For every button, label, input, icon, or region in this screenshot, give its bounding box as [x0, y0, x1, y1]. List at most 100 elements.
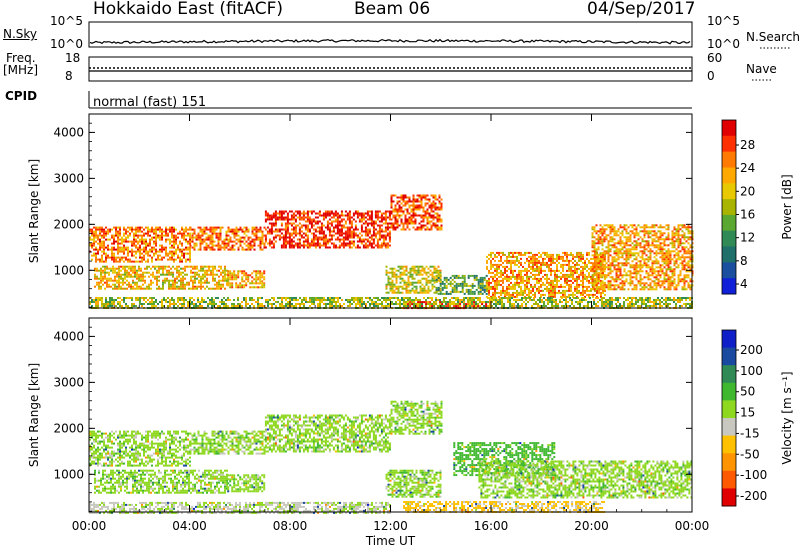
colorbar-segment	[722, 120, 736, 137]
colorbar-tick-label: 200	[740, 343, 763, 357]
colorbar-segment	[722, 400, 736, 419]
colorbar-segment	[722, 230, 736, 247]
colorbar-tick-label: -50	[740, 447, 760, 461]
y-tick-label: 2000	[53, 421, 84, 435]
velocity-panel: 4000 3000 2000 1000 00:00 04:00 08:00 12:00 16:0…	[27, 317, 794, 548]
echo-region-2	[264, 414, 391, 453]
colorbar-tick-label: 28	[740, 138, 755, 152]
nsky-label: N.Sky	[3, 27, 38, 41]
colorbar-segment	[722, 135, 736, 153]
colorbar-segment	[722, 488, 736, 507]
colorbar-tick-label: -200	[740, 489, 767, 503]
echo-region-6	[385, 265, 442, 294]
y-axis-label: Slant Range [km]	[27, 363, 41, 467]
colorbar-frame	[721, 329, 737, 507]
x-axis-label: Time UT	[365, 534, 416, 548]
colorbar-segment	[722, 183, 736, 200]
colorbar-segment	[722, 470, 736, 489]
noise-strip-frame	[88, 21, 693, 48]
nsearch-tick-low: 10^0	[707, 37, 740, 51]
echo-region-9	[591, 224, 694, 291]
freq-unit-label: [MHz]	[3, 63, 39, 77]
nave-tick-high: 60	[707, 51, 723, 65]
colorbar-tick-label: 4	[740, 277, 748, 291]
echo-region-9	[403, 501, 606, 513]
y-tick-label: 1000	[53, 467, 84, 481]
y-tick-label: 3000	[53, 375, 84, 389]
colorbar-tick-label: 20	[740, 184, 755, 198]
echo-region-0	[89, 226, 191, 263]
echo-region-7	[435, 274, 488, 295]
plot-title: Hokkaido East (fitACF)	[93, 0, 284, 19]
x-tick-label: 00:00	[675, 519, 710, 533]
colorbar-tick-label: 16	[740, 208, 755, 222]
colorbar-tick-label: 24	[740, 161, 755, 175]
cpid-value: normal (fast) 151	[93, 95, 207, 110]
noise-sky-trace	[89, 38, 691, 45]
echo-region-1	[189, 430, 266, 455]
cpid-label: CPID	[5, 89, 38, 103]
nsky-tick-low: 10^0	[50, 37, 83, 51]
colorbar-label: Velocity [m s⁻¹]	[780, 371, 794, 464]
y-tick-label: 4000	[53, 125, 84, 139]
nsearch-label: N.Search	[746, 30, 800, 44]
colorbar-tick-label: 100	[740, 364, 763, 378]
echo-region-1	[189, 226, 266, 251]
echo-region-8	[478, 460, 693, 499]
colorbar-segment	[722, 453, 736, 472]
echo-region-3	[390, 194, 443, 231]
nave-label: Nave	[746, 62, 777, 76]
colorbar-segment	[722, 167, 736, 184]
freq-tick-low: 8	[65, 69, 73, 83]
echo-region-8	[486, 251, 606, 298]
echo-region-5	[227, 270, 266, 289]
colorbar-tick-label: 8	[740, 254, 748, 268]
power-panel: 4000 3000 2000 1000 Slant Range [km] 28 24 20 16…	[27, 113, 794, 310]
x-tick-label: 20:00	[574, 519, 609, 533]
y-tick-label: 3000	[53, 171, 84, 185]
x-tick-label: 08:00	[273, 519, 308, 533]
colorbar-frame	[721, 119, 737, 295]
colorbar-segment	[722, 214, 736, 232]
echo-region-10	[89, 501, 391, 514]
colorbar-label: Power [dB]	[780, 174, 794, 239]
echo-region-0	[89, 430, 191, 467]
echo-region-4	[94, 469, 228, 494]
y-tick-label: 1000	[53, 263, 84, 277]
x-tick-label: 00:00	[72, 519, 107, 533]
date-label: 04/Sep/2017	[587, 0, 696, 19]
beam-label: Beam 06	[354, 0, 431, 19]
colorbar-segment	[722, 330, 736, 349]
nsky-tick-high: 10^5	[50, 14, 83, 28]
echo-region-2	[264, 210, 391, 249]
freq-label: Freq.	[6, 51, 36, 65]
y-tick-label: 4000	[53, 329, 84, 343]
colorbar-tick-label: -15	[740, 426, 760, 440]
colorbar-segment	[722, 382, 736, 401]
echo-region-5	[227, 474, 266, 493]
colorbar-tick-label: 15	[740, 406, 755, 420]
colorbar-segment	[722, 365, 736, 384]
colorbar-tick-label: 12	[740, 231, 755, 245]
y-axis-label: Slant Range [km]	[27, 159, 41, 263]
echo-region-4	[94, 265, 228, 290]
nsearch-tick-high: 10^5	[707, 14, 740, 28]
colorbar-segment	[722, 435, 736, 454]
colorbar-segment	[722, 151, 736, 168]
x-tick-label: 04:00	[172, 519, 207, 533]
colorbar-segment	[722, 418, 736, 437]
echo-region-6	[385, 469, 442, 498]
colorbar-segment	[722, 347, 736, 366]
colorbar-segment	[722, 199, 736, 216]
echo-region-7	[453, 442, 556, 477]
freq-strip-frame	[88, 56, 693, 82]
x-tick-label: 12:00	[373, 519, 408, 533]
colorbar-segment	[722, 262, 736, 279]
y-tick-label: 2000	[53, 217, 84, 231]
colorbar-tick-label: 50	[740, 385, 755, 399]
colorbar-segment	[722, 278, 736, 295]
colorbar-tick-label: -100	[740, 468, 767, 482]
echo-region-3	[390, 400, 443, 435]
